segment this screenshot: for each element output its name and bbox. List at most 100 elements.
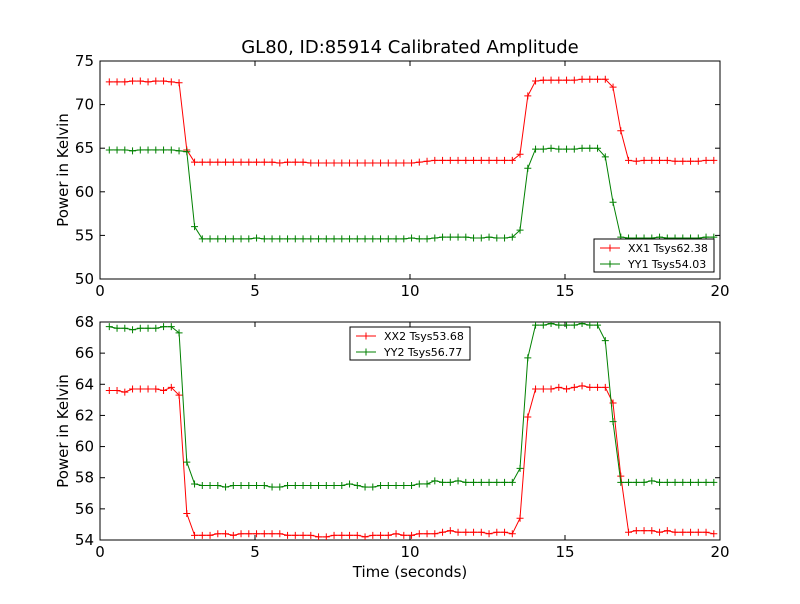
data-point [299,531,307,539]
data-point [648,156,656,164]
data-point [501,156,509,164]
data-point [206,158,214,166]
data-point [462,156,470,164]
data-point [307,531,315,539]
data-point [191,158,199,166]
data-point [632,157,640,165]
series-group [105,322,718,540]
data-point [617,127,625,135]
data-point [539,385,547,393]
data-point [555,145,563,153]
data-point [563,145,571,153]
y-axis-label: Power in Kelvin [54,374,72,488]
data-point [601,153,609,161]
data-point [167,78,175,86]
x-tick-label: 20 [710,543,729,561]
y-axis-label: Power in Kelvin [54,113,72,227]
data-point [322,533,330,540]
data-point [586,75,594,83]
data-point [462,233,470,241]
data-point [687,478,695,486]
data-point [609,399,617,407]
legend-label: XX1 Tsys62.38 [628,242,708,255]
data-point [198,531,206,539]
data-point [167,146,175,154]
data-point [656,478,664,486]
data-point [408,234,416,242]
data-point [260,482,268,489]
data-point [268,235,276,243]
data-point [307,159,315,167]
data-point [532,77,540,85]
data-point [423,530,431,538]
data-point [400,482,408,489]
data-point [547,322,555,328]
data-point [446,156,454,164]
data-point [663,527,671,535]
data-point [439,156,447,164]
data-point [229,482,237,489]
data-point [400,159,408,167]
data-point [539,145,547,153]
data-point [384,159,392,167]
data-point [578,144,586,152]
data-point [198,482,206,489]
series-group [105,75,718,243]
data-point [121,78,129,86]
plot-panel-1: 0 5 10 15 20 50 55 60 65 70 75 Power in Kelvin XX1 T… [54,52,730,300]
data-point [516,514,524,522]
data-point [222,530,230,538]
y-tick-label: 75 [75,52,94,70]
data-point [687,528,695,536]
data-point [594,322,602,329]
data-point [105,387,113,395]
y-tick-label: 50 [75,270,94,288]
data-point [493,156,501,164]
data-point [346,531,354,539]
data-point [570,383,578,391]
y-tick-label: 60 [75,438,94,456]
data-point [144,146,152,154]
data-point [229,158,237,166]
data-point [129,385,137,393]
data-point [601,383,609,391]
data-point [632,527,640,535]
data-point [113,78,121,86]
data-point [353,235,361,243]
data-point [563,76,571,84]
data-point [113,387,121,395]
data-point [431,477,439,485]
data-point [532,145,540,153]
data-point [485,530,493,538]
data-point [307,482,315,489]
data-point [322,235,330,243]
data-point [400,531,408,539]
data-point [439,528,447,536]
data-point [477,528,485,536]
data-point [369,159,377,167]
data-point [640,478,648,486]
data-point [361,533,369,540]
data-point [198,158,206,166]
data-point [508,478,516,486]
data-point [175,147,183,155]
data-point [167,323,175,331]
data-point [555,383,563,391]
y-tick-label: 68 [75,313,94,331]
y-tick-label: 65 [75,139,94,157]
data-point [237,235,245,243]
data-point [671,478,679,486]
data-point [105,323,113,331]
data-point [353,531,361,539]
data-point [253,234,261,242]
data-point [563,385,571,393]
data-point [214,158,222,166]
y-tick-label: 64 [75,375,94,393]
legend-swatch-marker [606,260,614,268]
y-tick-label: 62 [75,406,94,424]
legend-label: YY2 Tsys56.77 [383,346,462,359]
data-point [470,234,478,242]
data-point [431,234,439,242]
data-point [710,530,718,538]
data-point [470,156,478,164]
